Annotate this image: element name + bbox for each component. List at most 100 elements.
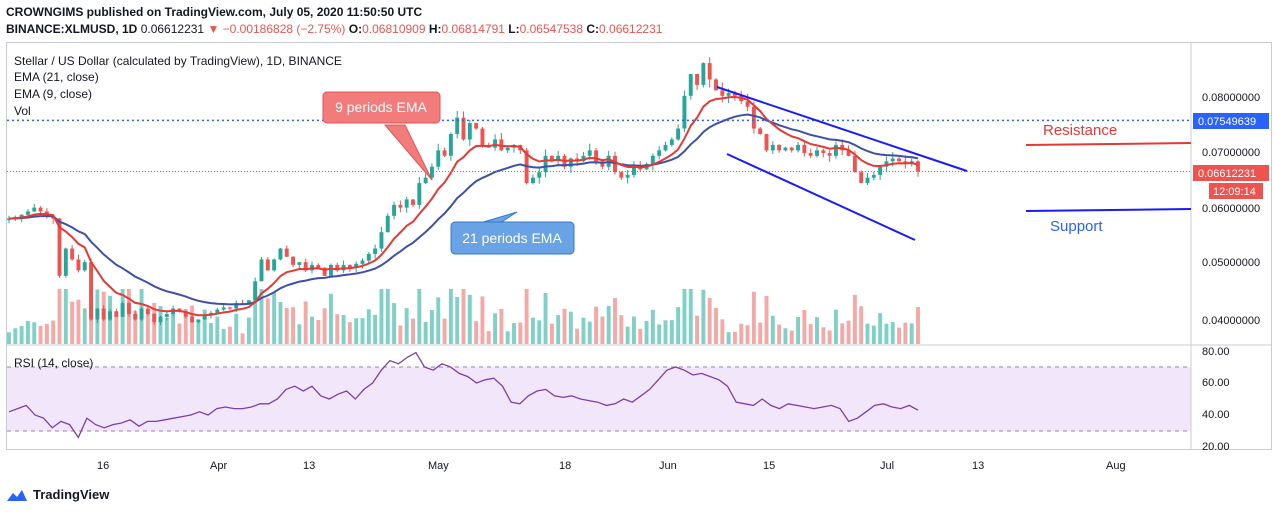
candle-body[interactable] (145, 308, 150, 314)
candle-body[interactable] (758, 128, 763, 134)
candle-body[interactable] (108, 311, 112, 320)
candle-body[interactable] (783, 147, 788, 151)
candle-body[interactable] (126, 303, 131, 314)
candle-body[interactable] (202, 315, 207, 320)
candle-body[interactable] (322, 267, 327, 276)
candle-body[interactable] (38, 207, 43, 212)
candle-body[interactable] (625, 174, 630, 178)
candle-body[interactable] (707, 63, 712, 80)
candle-body[interactable] (291, 256, 296, 265)
channel-upper-line[interactable] (716, 86, 968, 172)
candle-body[interactable] (32, 207, 37, 212)
candle-body[interactable] (657, 150, 662, 156)
candle-body[interactable] (411, 199, 415, 205)
candle-body[interactable] (663, 144, 668, 151)
candle-body[interactable] (429, 166, 434, 178)
candle-body[interactable] (865, 177, 870, 184)
candle-body[interactable] (796, 144, 801, 151)
legend-vol[interactable]: Vol (14, 104, 31, 118)
candle-body[interactable] (316, 264, 321, 268)
candle-body[interactable] (568, 158, 573, 167)
candle-body[interactable] (297, 262, 302, 265)
candle-body[interactable] (821, 150, 826, 154)
candle-body[interactable] (272, 259, 277, 271)
candle-body[interactable] (423, 177, 428, 184)
candle-body[interactable] (354, 263, 359, 268)
candle-body[interactable] (164, 314, 169, 317)
candle-body[interactable] (158, 316, 163, 323)
candle-body[interactable] (726, 93, 731, 96)
candle-body[interactable] (139, 308, 144, 320)
candle-body[interactable] (751, 106, 756, 129)
candle-body[interactable] (833, 144, 838, 156)
candle-body[interactable] (581, 155, 586, 162)
ema21-callout[interactable]: 21 periods EMA (450, 211, 575, 255)
candle-body[interactable] (461, 117, 466, 140)
candle-body[interactable] (770, 144, 775, 151)
candle-body[interactable] (600, 161, 605, 167)
candle-body[interactable] (827, 153, 832, 156)
candle-body[interactable] (278, 248, 283, 260)
candle-body[interactable] (234, 303, 239, 309)
candle-body[interactable] (556, 155, 561, 162)
candle-body[interactable] (328, 264, 333, 276)
candle-body[interactable] (448, 134, 453, 156)
candle-body[interactable] (871, 174, 876, 178)
candle-body[interactable] (789, 147, 794, 151)
candle-body[interactable] (436, 150, 441, 167)
candle-body[interactable] (76, 259, 81, 271)
candle-body[interactable] (676, 128, 681, 140)
candle-body[interactable] (619, 172, 624, 178)
candle-body[interactable] (404, 199, 409, 208)
candle-body[interactable] (7, 218, 11, 221)
candle-body[interactable] (682, 95, 687, 129)
resistance-line[interactable] (1025, 142, 1192, 146)
candle-body[interactable] (549, 155, 554, 162)
candle-body[interactable] (89, 262, 94, 320)
candle-body[interactable] (916, 161, 920, 172)
candle-body[interactable] (732, 93, 737, 96)
candle-body[interactable] (815, 150, 819, 156)
candle-body[interactable] (259, 259, 264, 282)
candle-body[interactable] (133, 314, 138, 320)
candle-body[interactable] (669, 139, 674, 145)
candle-body[interactable] (190, 316, 195, 323)
ema9-callout[interactable]: 9 periods EMA (322, 91, 441, 181)
candle-body[interactable] (890, 158, 895, 162)
support-line[interactable] (1025, 208, 1192, 212)
candle-body[interactable] (385, 215, 390, 233)
candle-body[interactable] (859, 172, 864, 184)
candle-body[interactable] (196, 319, 201, 323)
legend-ema9[interactable]: EMA (9, close) (14, 87, 93, 101)
candle-body[interactable] (764, 134, 769, 151)
candle-body[interactable] (215, 309, 220, 313)
candle-body[interactable] (878, 166, 883, 175)
candle-body[interactable] (265, 259, 270, 271)
candle-body[interactable] (631, 166, 636, 175)
tradingview-brand[interactable]: TradingView (6, 487, 109, 502)
candle-body[interactable] (227, 307, 232, 309)
channel-lower-line[interactable] (726, 153, 916, 241)
candle-body[interactable] (650, 155, 655, 164)
candle-body[interactable] (25, 211, 30, 215)
candle-body[interactable] (95, 308, 100, 320)
candle-body[interactable] (480, 128, 485, 145)
candle-body[interactable] (530, 177, 535, 184)
candle-body[interactable] (82, 262, 87, 271)
candle-body[interactable] (347, 264, 352, 268)
candle-body[interactable] (897, 158, 902, 162)
candle-body[interactable] (373, 248, 378, 254)
candle-body[interactable] (19, 214, 24, 217)
candle-body[interactable] (846, 150, 851, 156)
candle-body[interactable] (455, 117, 460, 134)
legend-rsi[interactable]: RSI (14, close) (14, 356, 94, 370)
candle-body[interactable] (474, 123, 479, 129)
candle-body[interactable] (152, 314, 157, 323)
candle-body[interactable] (802, 144, 807, 154)
candle-body[interactable] (398, 204, 403, 208)
candle-body[interactable] (379, 232, 384, 249)
candle-body[interactable] (594, 150, 599, 162)
candle-body[interactable] (246, 300, 251, 305)
candle-body[interactable] (63, 248, 68, 276)
